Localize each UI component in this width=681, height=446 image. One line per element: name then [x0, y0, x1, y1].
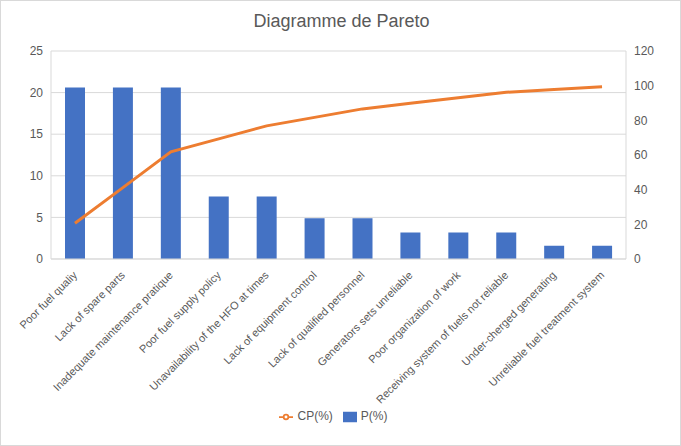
svg-text:Poor organization of work: Poor organization of work: [366, 268, 463, 365]
svg-text:15: 15: [30, 127, 44, 141]
svg-text:20: 20: [634, 218, 648, 232]
svg-text:Lack of qualified personnel: Lack of qualified personnel: [266, 269, 367, 370]
svg-text:Lack of spare parts: Lack of spare parts: [52, 268, 128, 344]
svg-text:20: 20: [30, 86, 44, 100]
svg-text:80: 80: [634, 114, 648, 128]
svg-text:40: 40: [634, 183, 648, 197]
svg-text:Under-cherged generating: Under-cherged generating: [459, 269, 558, 368]
svg-text:Generators sets unreliable: Generators sets unreliable: [315, 269, 415, 369]
svg-text:0: 0: [634, 252, 641, 266]
svg-text:Unavailability of the HFO at t: Unavailability of the HFO at times: [147, 268, 271, 393]
svg-text:Inadequate maintenance pratiqu: Inadequate maintenance pratique: [50, 268, 175, 394]
svg-text:60: 60: [634, 148, 648, 162]
html-text:Diagramme de Pareto: Diagramme de Pareto: [253, 11, 430, 31]
svg-text:0: 0: [36, 252, 43, 266]
html-text:P(%): P(%): [360, 409, 388, 423]
svg-text:Unreliable fuel treatment syst: Unreliable fuel treatment system: [486, 269, 606, 389]
svg-text:100: 100: [634, 79, 654, 93]
html-text:CP(%): CP(%): [297, 409, 333, 423]
svg-text:5: 5: [36, 211, 43, 225]
svg-text:25: 25: [30, 44, 44, 58]
svg-text:10: 10: [30, 169, 44, 183]
svg-text:120: 120: [634, 44, 654, 58]
svg-text:Lack of equipment control: Lack of equipment control: [221, 269, 319, 367]
svg-text:Receiving system of fuels not: Receiving system of fuels not reliable: [373, 268, 511, 406]
svg-text:Poor fuel qualiy: Poor fuel qualiy: [17, 268, 80, 331]
svg-text:Poor fuel supply policy: Poor fuel supply policy: [137, 268, 224, 355]
